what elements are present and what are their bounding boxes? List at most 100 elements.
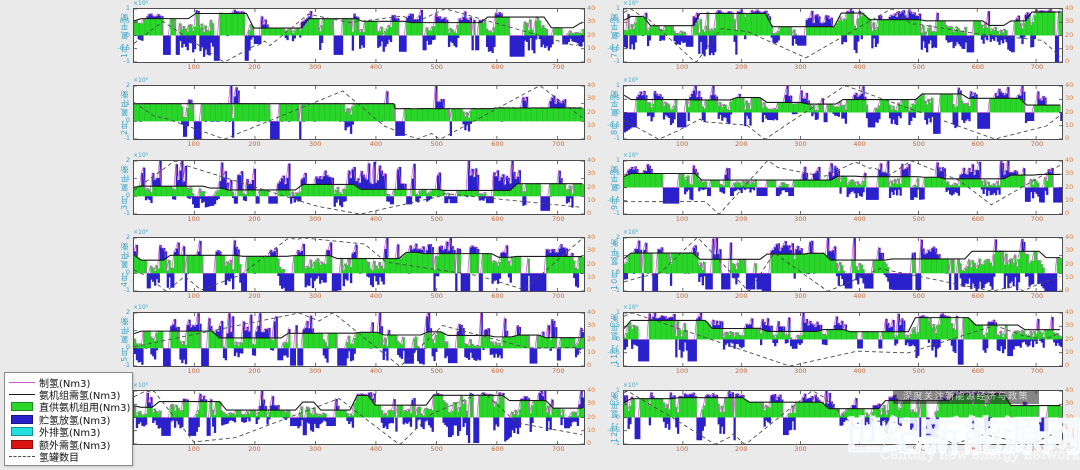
legend-item-3: 贮氢放氢(Nm3) [9,413,128,427]
left-ytick-label: 0 [615,107,620,116]
left-ytick-label: -1 [123,57,130,65]
right-ytick-label: 30 [1065,246,1074,255]
watermark-banner: 深度关注新能源经济与政策 [893,390,1039,404]
left-ytick-label: 1 [125,325,130,334]
left-ytick-label: 0.5 [609,169,620,178]
right-ytick-label: 10 [587,195,596,204]
xtick-label: 400 [853,292,866,300]
right-ytick-label: 40 [587,233,596,241]
xtick-label: 300 [309,367,322,375]
axis-exponent-label: ×10⁵ [623,304,639,311]
xtick-label: 600 [971,292,985,300]
xtick-label: 700 [552,292,565,300]
month-label-4: 4月 氢平衡 [120,241,129,288]
xtick-label: 400 [853,215,866,223]
xtick-label: 100 [187,215,200,223]
right-ytick-label: 10 [1065,347,1074,356]
axis-exponent-label: ×10⁵ [133,0,149,7]
right-ytick-label: 40 [587,4,596,12]
xtick-label: 600 [971,445,985,453]
right-ytick-label: 20 [587,259,596,268]
xtick-label: 400 [853,445,866,453]
left-ytick-label: -1 [613,286,620,294]
xtick-label: 300 [309,292,322,300]
right-ytick-label: 0 [1065,286,1070,294]
left-ytick-label: 0.5 [609,399,620,408]
left-ytick-label: 0 [125,116,130,125]
legend-swatch-shape [11,414,33,424]
right-ytick-label: 40 [587,308,596,316]
left-ytick-label: 0.5 [609,321,620,330]
right-ytick-label: 40 [587,386,596,394]
subplot-month-9 [623,160,1063,215]
left-ytick-label: 0 [615,334,620,343]
xtick-label: 100 [187,63,200,71]
xtick-label: 200 [735,445,748,453]
left-ytick-label: 1 [615,250,620,259]
xtick-label: 600 [491,445,504,453]
axis-exponent-label: ×10⁵ [623,77,639,84]
right-ytick-label: 20 [587,107,596,116]
legend-item-label: 制氢(Nm3) [39,378,91,390]
xtick-label: 200 [248,292,261,300]
right-ytick-label: 20 [1065,30,1074,39]
xtick-label: 500 [912,445,925,453]
xtick-label: 300 [309,215,322,223]
left-ytick-label: 1 [125,173,130,182]
legend-swatch-shape [9,456,35,458]
right-ytick-label: 10 [587,425,596,434]
xtick-label: 500 [430,445,443,453]
axis-exponent-label: ×10⁵ [623,382,639,389]
right-ytick-label: 40 [1065,386,1074,394]
left-ytick-label: -0.5 [607,195,620,204]
xtick-label: 500 [912,292,925,300]
legend-item-label: 氨机组需氢(Nm3) [39,391,121,403]
subplot-canvas-month-11 [624,313,1062,366]
xtick-label: 300 [309,140,322,148]
right-ytick-label: 0 [1065,57,1070,65]
left-ytick-label: 1 [615,156,620,164]
right-ytick-label: 0 [587,439,592,447]
xtick-label: 400 [369,63,383,71]
axis-exponent-label: ×10⁵ [133,77,149,84]
subplot-month-11 [623,312,1063,367]
subplot-month-8 [623,85,1063,140]
xtick-label: 100 [675,63,689,71]
xtick-label: 700 [1030,367,1044,375]
right-ytick-label: 30 [1065,17,1074,26]
xtick-label: 300 [794,367,807,375]
legend-patch-icon [9,402,35,412]
xtick-label: 500 [430,215,443,223]
legend-line-icon [9,394,35,396]
left-ytick-label: 0.5 [609,94,620,103]
subplot-month-1 [133,8,585,63]
month-label-5: 5月 氢平衡 [120,316,129,363]
right-ytick-label: 20 [587,182,596,191]
subplot-month-12 [623,390,1063,445]
right-ytick-label: 10 [587,272,596,281]
left-ytick-label: -1 [123,361,130,369]
watermark-site-name-english: Century new energy network. [880,447,1080,464]
legend-item-4: 外排氢(Nm3) [9,426,128,439]
axis-exponent-label: ×10⁵ [133,382,149,389]
subplot-canvas-month-9 [624,161,1062,214]
xtick-label: 200 [248,367,261,375]
left-ytick-label: 1 [615,81,620,89]
subplot-month-6 [133,390,585,445]
xtick-label: 100 [187,445,200,453]
xtick-label: 300 [794,445,807,453]
legend-swatch-shape [11,402,33,412]
legend-swatch-shape [9,381,35,383]
subplot-canvas-month-7 [624,9,1062,62]
xtick-label: 600 [971,140,985,148]
subplot-month-7 [623,8,1063,63]
xtick-label: 300 [794,292,807,300]
left-ytick-label: -0.5 [607,120,620,129]
right-ytick-label: 20 [1065,107,1074,116]
right-ytick-label: 30 [587,94,596,103]
right-ytick-label: 0 [587,286,592,294]
right-ytick-label: 20 [587,412,596,421]
month-label-3: 3月 氢平衡 [120,164,129,211]
left-ytick-label: -1 [123,286,130,294]
xtick-label: 500 [912,367,925,375]
